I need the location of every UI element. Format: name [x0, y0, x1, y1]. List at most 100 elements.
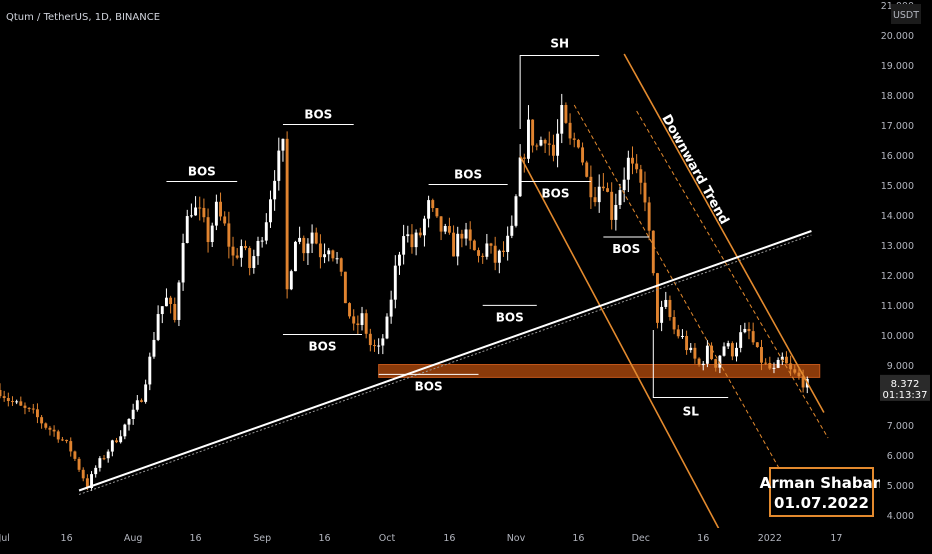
candle-body [198, 207, 202, 209]
candle [152, 331, 156, 359]
candle-body [551, 144, 555, 156]
bos-label: BOS [304, 108, 332, 122]
candle-body [164, 297, 168, 307]
candle [722, 342, 726, 357]
candle-body [410, 234, 414, 248]
candle [160, 306, 164, 324]
bos-label: BOS [612, 242, 640, 256]
candle-body [427, 200, 431, 219]
candle-body [23, 405, 27, 408]
candle-body [456, 233, 460, 257]
candle [169, 295, 173, 314]
candle [323, 243, 327, 264]
y-axis-panel [880, 0, 932, 550]
y-tick-label: 14.000 [881, 211, 914, 222]
candle [435, 208, 439, 218]
candle-body [718, 355, 722, 368]
candle-body [564, 105, 568, 123]
candle [606, 182, 609, 193]
candle-body [219, 201, 222, 217]
candle [177, 280, 181, 327]
x-tick-label: Aug [124, 533, 143, 544]
candle-body [327, 250, 331, 255]
last-price: 8.372 [891, 379, 920, 390]
candle-body [343, 271, 347, 304]
candle-body [123, 424, 127, 437]
candle [485, 233, 489, 260]
candle [452, 225, 456, 257]
candle-body [156, 314, 160, 340]
candle [27, 407, 31, 413]
candle-body [206, 217, 210, 243]
candle [123, 423, 127, 440]
candle [572, 132, 576, 148]
candle [464, 222, 468, 246]
candle [135, 395, 139, 412]
candle [219, 192, 222, 221]
candle [227, 211, 231, 259]
x-axis-panel [0, 528, 932, 550]
candle [639, 164, 643, 195]
candle [214, 194, 218, 231]
x-tick-label: Oct [379, 533, 396, 544]
candle [264, 213, 268, 245]
candle-body [726, 343, 730, 347]
candle-body [85, 478, 89, 489]
candle-body [477, 250, 480, 256]
candle-body [69, 441, 73, 452]
sh-label: SH [550, 37, 569, 51]
candle-body [510, 225, 514, 236]
candle-body [789, 363, 793, 370]
candle [705, 340, 709, 368]
channel-outer-dashed-line [636, 110, 829, 439]
candle [273, 170, 277, 211]
candle-body [780, 356, 784, 360]
support-zone [378, 364, 821, 378]
candle [564, 102, 568, 124]
candle [743, 322, 747, 334]
candle-body [514, 196, 518, 226]
sh-line [519, 55, 600, 129]
candle-body [81, 469, 85, 479]
candle [40, 415, 44, 429]
candle-body [689, 347, 693, 351]
candle [647, 196, 651, 241]
candle [676, 324, 680, 339]
candle [735, 342, 738, 362]
candle [789, 355, 793, 376]
candle [710, 342, 714, 361]
candle-body [331, 250, 335, 259]
candle-body [539, 139, 543, 146]
signature-date: 01.07.2022 [774, 494, 869, 512]
candle [535, 143, 539, 151]
candle-body [485, 243, 489, 257]
candle-body [0, 390, 2, 397]
candle [402, 224, 406, 265]
candle [56, 429, 60, 443]
candle [568, 113, 572, 145]
candle-body [210, 225, 214, 243]
candle-body [244, 246, 247, 249]
candle [48, 425, 52, 436]
candle [410, 224, 414, 254]
candle-body [481, 255, 485, 257]
candle-body [660, 306, 664, 323]
bos-label: BOS [415, 379, 443, 393]
candle-body [506, 235, 510, 252]
candle-body [293, 241, 297, 272]
candle-body [518, 157, 522, 197]
candle [489, 242, 493, 254]
candle [185, 209, 189, 244]
candle [656, 272, 659, 329]
candle [481, 253, 485, 264]
candle-body [194, 207, 198, 216]
candle-body [610, 191, 614, 220]
candle [477, 247, 480, 263]
candle-body [185, 216, 189, 243]
signature-box: Arman Shaban 01.07.2022 [760, 467, 883, 517]
candle [622, 167, 626, 203]
candle [94, 465, 98, 478]
candle [672, 310, 676, 335]
